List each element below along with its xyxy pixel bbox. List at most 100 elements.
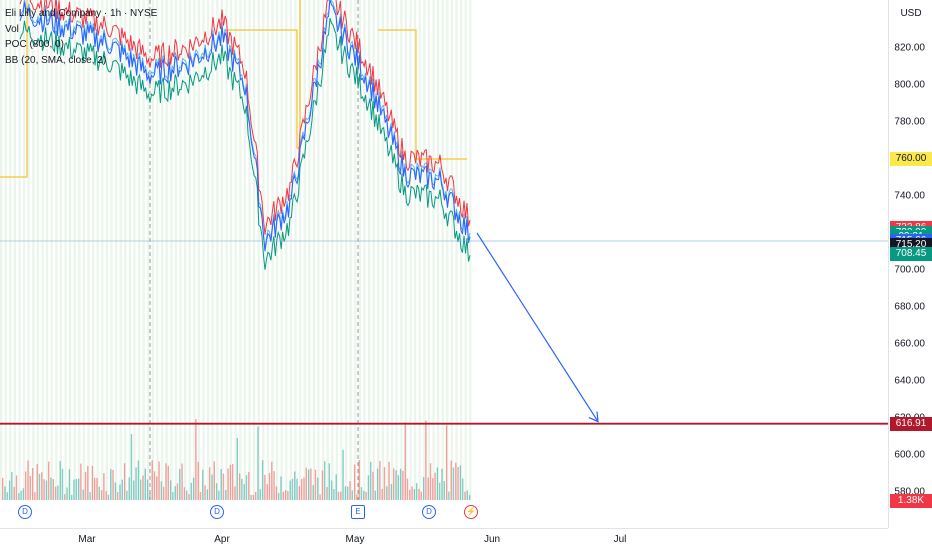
volume-bar [64,494,66,500]
indicator-vol[interactable]: Vol [5,23,19,35]
symbol-title: Eli Lilly and Company · 1h · NYSE [5,8,158,19]
volume-bar [425,420,427,500]
session-band [27,0,30,500]
volume-bar [427,477,429,500]
volume-bar [234,486,236,500]
volume-bar [422,477,425,500]
session-band [349,0,352,500]
session-band [391,0,394,500]
volume-bar [98,486,100,500]
volume-bar [73,479,75,500]
price-tag[interactable]: 1.38K [890,494,932,509]
volume-bar [142,475,144,500]
volume-bar [220,469,222,500]
volume-bar [181,463,183,500]
earnings-event-icon[interactable]: E [351,505,365,519]
volume-bar [119,484,121,500]
session-band [78,0,81,500]
dividend-event-icon[interactable]: D [422,505,436,519]
session-band [363,0,366,500]
volume-bar [227,468,229,500]
dividend-event-icon[interactable]: D [18,505,32,519]
session-band [432,0,435,500]
volume-bar [441,468,443,500]
volume-bar [312,485,314,500]
indicator-bb[interactable]: BB (20, SMA, close, 2) [5,54,107,66]
volume-bar [432,478,434,500]
volume-bar [257,426,259,500]
session-band [202,0,205,500]
bb-upper-band [19,0,471,235]
volume-bar [455,462,457,500]
session-band [427,0,430,500]
session-band [450,0,453,500]
chart-area[interactable]: Eli Lilly and Company · 1h · NYSE Vol PO… [0,0,888,528]
session-band [437,0,440,500]
volume-bar [225,490,227,500]
session-band [418,0,421,500]
time-label-may: May [345,534,365,545]
session-band [179,0,182,500]
volume-bar [130,434,133,500]
volume-bar [284,490,287,500]
volume-bar [179,469,181,500]
price-tag[interactable]: 708.45 [890,247,932,262]
volume-bar [121,479,123,500]
price-tag[interactable]: 616.91 [890,416,932,431]
price-axis[interactable]: USD 820.00800.00780.00760.00740.00720.00… [888,0,932,528]
volume-bar [15,475,18,500]
session-band [253,0,256,500]
session-band [372,0,375,500]
session-band [0,0,3,500]
time-label-jul: Jul [613,534,627,545]
volume-bar [376,468,379,500]
session-band [423,0,426,500]
session-band [280,0,283,500]
dividend-event-icon[interactable]: D [210,505,224,519]
volume-bar [278,493,280,500]
volume-bar [261,460,264,500]
split-event-icon[interactable]: ⚡ [464,505,478,519]
volume-bar [429,463,432,500]
volume-bar [248,471,250,500]
volume-bar [211,474,213,500]
volume-bar [273,471,275,500]
session-band [174,0,177,500]
volume-bar [27,460,29,500]
volume-bar [252,494,255,500]
poc-line [226,0,301,149]
session-band [197,0,200,500]
volume-bar [275,486,278,500]
time-axis[interactable]: Mar Apr May Jun Jul [0,528,888,551]
volume-bar [367,475,370,500]
volume-bar [149,493,151,500]
session-band [303,0,306,500]
session-band [377,0,380,500]
volume-bar [321,470,324,500]
session-band [59,0,62,500]
volume-bar [450,460,452,500]
volume-bar [243,484,245,500]
volume-bar [82,489,84,500]
session-band [326,0,329,500]
volume-bar [80,463,82,500]
price-tick-label: 820.00 [894,42,925,54]
volume-bar [445,425,448,500]
volume-bar [137,460,140,500]
chart-legend: Eli Lilly and Company · 1h · NYSE Vol PO… [5,6,157,68]
volume-bar [52,479,54,500]
volume-bar [353,464,356,500]
session-band [299,0,302,500]
price-chart[interactable] [0,0,888,528]
price-tag[interactable]: 760.00 [890,152,932,166]
indicator-poc[interactable]: POC (800, 0) [5,39,64,50]
session-band [9,0,12,500]
volume-bar [183,487,186,500]
volume-bar [358,460,360,500]
currency-label[interactable]: USD [900,8,922,19]
volume-bar [36,464,38,500]
volume-bar [18,493,20,500]
volume-bar [117,492,119,500]
volume-bar [43,479,45,500]
poc-line [0,0,28,178]
